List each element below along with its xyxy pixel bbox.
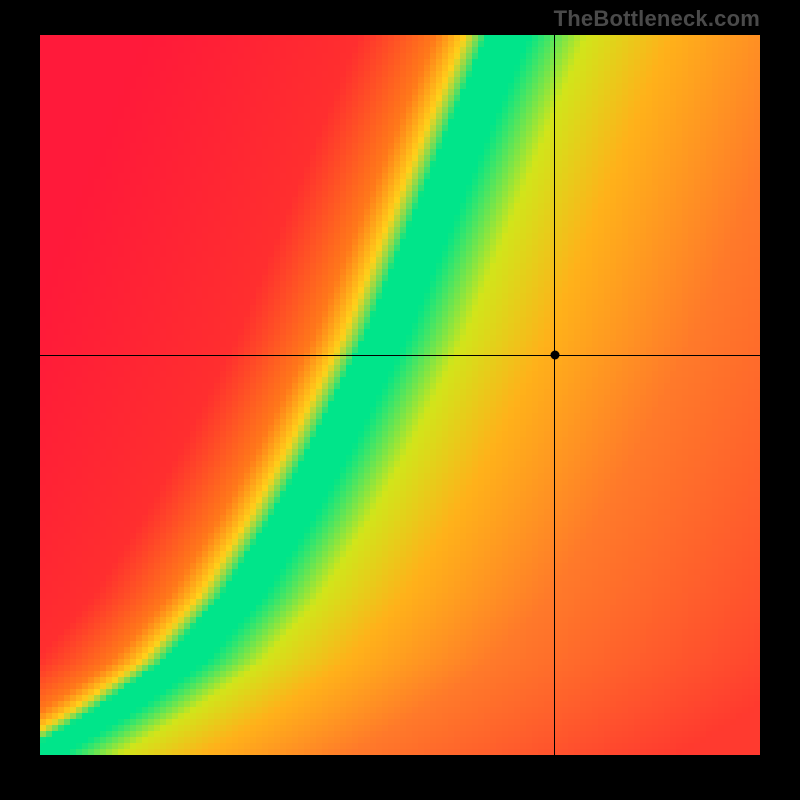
heatmap-plot xyxy=(40,35,760,755)
watermark-text: TheBottleneck.com xyxy=(554,6,760,32)
heatmap-canvas xyxy=(40,35,760,755)
